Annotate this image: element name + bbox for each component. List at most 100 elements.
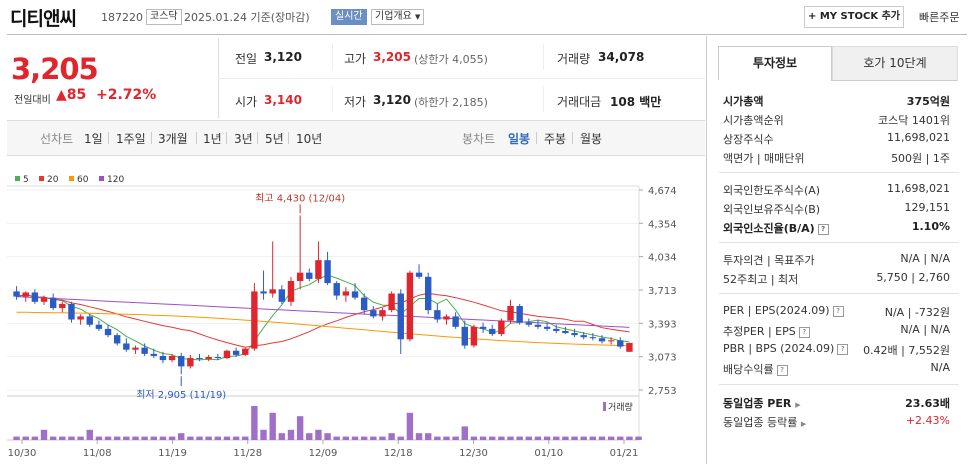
help-icon[interactable]: ? — [832, 305, 844, 317]
candle-body — [251, 291, 258, 349]
legend-swatch — [69, 176, 74, 181]
tab-invest-info[interactable]: 투자정보 — [718, 46, 832, 80]
prev-close-label: 전일 — [235, 52, 258, 66]
candle-body — [415, 272, 423, 277]
amount-label: 거래대금 — [557, 95, 602, 109]
volume-legend-label: 거래량 — [608, 401, 633, 413]
x-tick-label: 11/08 — [83, 448, 112, 459]
ma-line-120 — [16, 296, 630, 328]
period-3m[interactable]: 3개월 — [158, 132, 188, 146]
volume-bar — [479, 436, 487, 440]
volume-bar — [132, 436, 139, 440]
candle-body — [626, 342, 633, 352]
period-10y[interactable]: 10년 — [296, 132, 323, 146]
open-value: 3,140 — [264, 93, 302, 107]
volume-bar — [242, 436, 249, 440]
candle-body — [86, 316, 93, 325]
panel-divider — [706, 36, 707, 464]
realtime-button[interactable]: 실시간 — [331, 9, 367, 25]
volume-bar — [31, 436, 39, 440]
per-label: PER | EPS(2024.09) — [723, 304, 830, 317]
candle-body — [452, 316, 459, 327]
volume-bar — [296, 416, 304, 440]
candle-body — [315, 260, 322, 279]
company-overview-dropdown[interactable]: 기업개요 ▼ — [371, 9, 425, 25]
candle-body — [553, 328, 560, 331]
volume-label: 거래량 — [557, 52, 591, 66]
volume-bar — [95, 436, 103, 440]
market-cap-value: 375억원 — [906, 95, 950, 108]
candle-body — [443, 316, 450, 320]
cap-rank-label: 시가총액순위 — [723, 114, 784, 127]
high-value: 3,205 — [373, 50, 411, 64]
period-3y[interactable]: 3년 — [234, 132, 253, 146]
volume-bar — [178, 433, 185, 440]
candle-body — [370, 310, 377, 317]
open-label: 시가 — [235, 95, 258, 109]
period-5y[interactable]: 5년 — [265, 132, 284, 146]
volume-bar — [443, 436, 450, 440]
company-overview-label: 기업개요 — [375, 11, 412, 22]
sector-per-row[interactable]: 동일업종 PER ▶ — [723, 395, 801, 411]
volume-bar — [489, 436, 496, 440]
quick-order-button[interactable]: 빠른주문 — [919, 11, 960, 24]
volume-bar — [571, 436, 578, 440]
volume-bar — [49, 436, 57, 440]
volume-bar — [223, 436, 231, 440]
volume-bar — [617, 436, 624, 440]
base-date: 2025.01.24 기준(장마감) — [184, 11, 310, 24]
candle-body — [104, 328, 112, 336]
volume-bar — [397, 436, 404, 440]
candlestick-chart[interactable]: 4,674 4,354 4,034 3,713 3,393 3,073 2,753 5 20 60… — [7, 170, 705, 460]
volume-bar — [287, 429, 295, 440]
sector-rate-row[interactable]: 동일업종 등락률 ▶ — [723, 414, 806, 430]
legend-swatch — [15, 176, 20, 181]
candle-body — [95, 324, 103, 329]
candle-body — [342, 291, 350, 296]
per-row: PER | EPS(2024.09)? — [723, 304, 844, 317]
help-icon[interactable]: ? — [837, 343, 849, 355]
period-1d[interactable]: 1일 — [84, 132, 103, 146]
per-value: N/A | -732원 — [884, 306, 950, 319]
opinion-value: N/A | N/A — [900, 252, 950, 265]
tab-hoga-10[interactable]: 호가 10단계 — [832, 46, 958, 81]
add-mystock-button[interactable]: + MY STOCK 추가 — [804, 6, 904, 28]
candle-body — [132, 347, 139, 350]
candle-body — [123, 343, 130, 350]
toolbar-separator — [536, 132, 537, 144]
volume-bar — [315, 429, 322, 440]
x-tick-label: 01/10 — [534, 448, 563, 459]
help-icon[interactable]: ? — [817, 223, 829, 235]
legend-label: 5 — [23, 175, 29, 185]
y-tick-label: 4,354 — [648, 219, 677, 230]
volume-bar — [40, 429, 48, 440]
candle-monthly[interactable]: 월봉 — [580, 132, 603, 146]
divider — [332, 86, 333, 112]
candle-weekly[interactable]: 주봉 — [544, 132, 567, 146]
period-1w[interactable]: 1주일 — [116, 132, 146, 146]
high-label: 고가 — [344, 52, 367, 66]
toolbar-separator — [108, 132, 109, 144]
legend-swatch — [99, 176, 104, 181]
candle-body — [287, 280, 295, 302]
volume-bar — [452, 436, 459, 440]
candle-body — [580, 335, 587, 338]
candle-chart-label[interactable]: 봉차트 — [462, 132, 496, 146]
line-chart-label[interactable]: 선차트 — [40, 132, 74, 146]
candle-body — [598, 338, 606, 342]
toolbar-separator — [257, 132, 258, 144]
help-icon[interactable]: ? — [776, 364, 788, 376]
volume-bar — [196, 436, 203, 440]
candle-body — [150, 353, 157, 356]
section-divider — [719, 242, 959, 243]
volume-bar — [306, 433, 313, 440]
y-tick-label: 2,753 — [648, 386, 677, 397]
foreign-hold-value: 129,151 — [904, 201, 951, 214]
period-1y[interactable]: 1년 — [203, 132, 222, 146]
toolbar-separator — [226, 132, 227, 144]
dividend-value: N/A — [930, 361, 950, 374]
candle-daily[interactable]: 일봉 — [508, 132, 531, 146]
est-per-value: N/A | N/A — [900, 323, 950, 336]
volume-legend-swatch — [603, 402, 606, 411]
help-icon[interactable]: ? — [798, 326, 810, 338]
